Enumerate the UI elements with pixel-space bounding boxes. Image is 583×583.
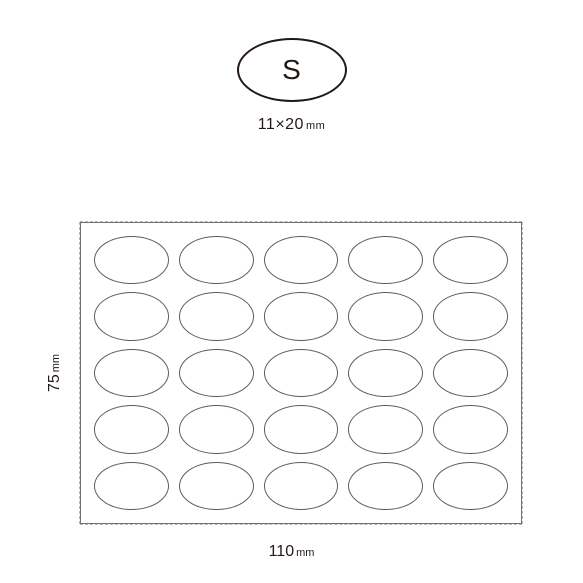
label-oval [348, 292, 423, 340]
label-oval [94, 292, 169, 340]
label-oval [433, 349, 508, 397]
label-oval [264, 405, 339, 453]
label-oval [433, 236, 508, 284]
sample-oval: S [237, 38, 347, 102]
sample-dimension-value: 11×20 [258, 116, 304, 133]
label-sheet [80, 222, 522, 524]
label-oval [348, 349, 423, 397]
sample-dimension-unit: mm [306, 120, 325, 132]
sample-dimension: 11×20mm [258, 116, 326, 134]
size-letter: S [282, 54, 301, 86]
label-oval [264, 462, 339, 510]
dash-line-bottom [80, 524, 522, 525]
label-oval [179, 236, 254, 284]
label-oval [94, 462, 169, 510]
label-oval [94, 405, 169, 453]
label-oval [348, 405, 423, 453]
sheet-height-value: 75 [46, 374, 63, 392]
label-oval [433, 292, 508, 340]
sheet-width-value: 110 [269, 543, 295, 560]
label-oval [179, 462, 254, 510]
sheet-height-label: 75 mm [46, 354, 64, 392]
sheet-area [80, 222, 522, 524]
label-oval [264, 292, 339, 340]
dash-line-right [522, 222, 523, 524]
label-oval [94, 236, 169, 284]
label-oval [94, 349, 169, 397]
label-oval [433, 405, 508, 453]
label-oval [433, 462, 508, 510]
sheet-width-label: 110mm [0, 543, 583, 561]
sheet-width-unit: mm [296, 547, 314, 559]
label-oval [179, 405, 254, 453]
sample-section: S 11×20mm [0, 38, 583, 134]
label-oval [348, 462, 423, 510]
label-oval [179, 349, 254, 397]
label-oval [348, 236, 423, 284]
sheet-height-unit: mm [50, 354, 62, 372]
label-oval [179, 292, 254, 340]
label-oval [264, 349, 339, 397]
label-oval [264, 236, 339, 284]
